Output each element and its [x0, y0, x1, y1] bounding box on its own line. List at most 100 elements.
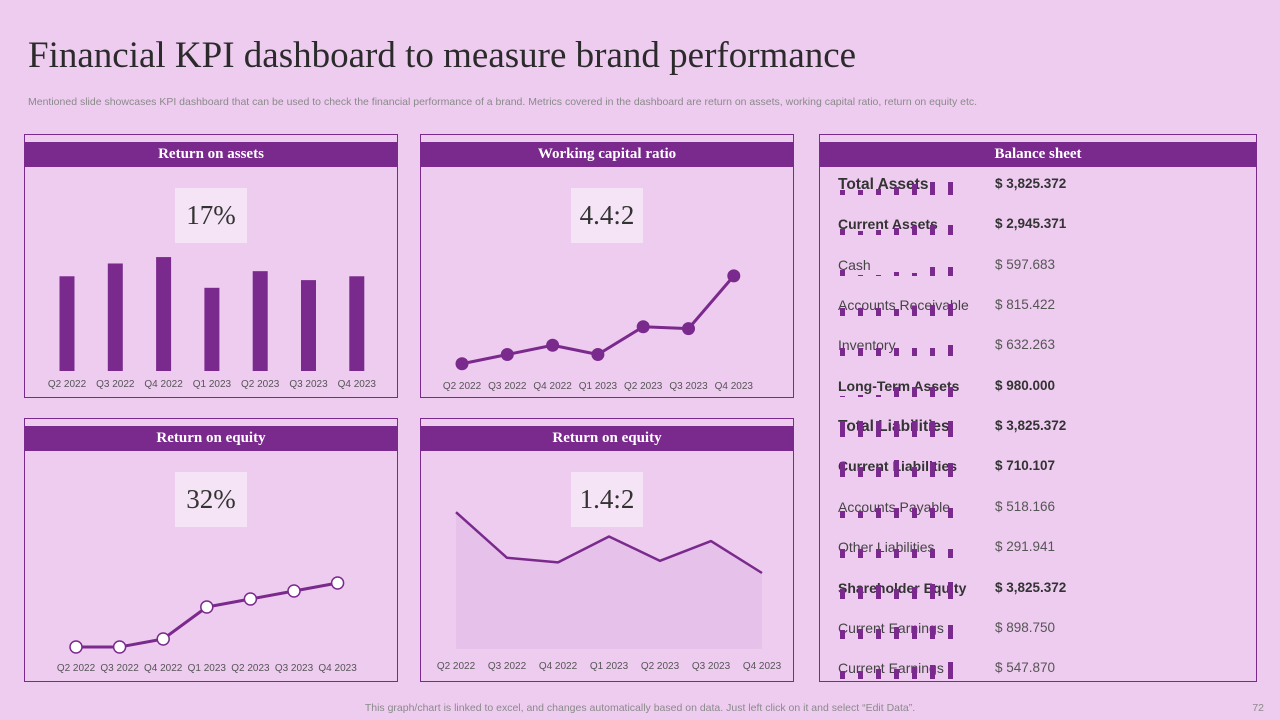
roa-bar-chart[interactable]: Q2 2022 Q3 2022 Q4 2022 Q1 2023 Q2 2023 Q3 20… — [25, 135, 397, 397]
balance-sheet-value: $ 518.166 — [995, 498, 1056, 514]
roe1-point-5[interactable] — [287, 584, 301, 598]
roa-bar-3[interactable] — [204, 287, 220, 371]
sparkbar-2 — [876, 467, 881, 478]
sparkbar-1 — [858, 671, 863, 680]
sparkbar-0 — [840, 395, 845, 397]
roe1-tick-5: Q3 2023 — [275, 663, 314, 674]
wcr-point-4[interactable] — [636, 320, 650, 334]
sparkbar-5 — [930, 462, 935, 478]
balance-sheet-row: Total Liabilities $ 3,825.372 — [838, 418, 1256, 438]
sparkbar-6 — [948, 421, 953, 438]
roe2-panel[interactable]: Return on equity 1.4:2 Q2 2022 Q3 2022 Q4 … — [420, 418, 794, 682]
roe2-tick-5: Q3 2023 — [692, 661, 731, 672]
roa-bar-6[interactable] — [349, 276, 365, 371]
roe2-kpi-value: 1.4:2 — [571, 472, 643, 527]
sparkbar-3 — [894, 421, 899, 438]
sparkbar-4 — [912, 586, 917, 599]
roa-tick-2: Q4 2022 — [144, 379, 183, 390]
balance-sheet-label: Current Earnings — [838, 660, 944, 677]
sparkbar-2 — [876, 669, 881, 680]
wcr-point-3[interactable] — [591, 348, 605, 361]
balance-sheet-header: Balance sheet — [820, 142, 1256, 167]
wcr-panel[interactable]: Working capital ratio 4.4:2 Q2 2022 Q3 20… — [420, 134, 794, 398]
roe1-panel[interactable]: Return on equity 32% Q2 2022 Q3 2022 Q4 20… — [24, 418, 398, 682]
sparkbar-2 — [876, 274, 881, 276]
roa-bar-2[interactable] — [156, 257, 172, 371]
roe1-point-4[interactable] — [243, 592, 258, 606]
sparkbar-5 — [930, 386, 935, 397]
wcr-point-6[interactable] — [727, 269, 741, 283]
wcr-tick-2: Q4 2022 — [533, 381, 572, 392]
wcr-point-2[interactable] — [546, 338, 560, 352]
roe1-point-6[interactable] — [330, 576, 345, 590]
roa-tick-1: Q3 2022 — [96, 379, 135, 390]
sparkbar-1 — [858, 467, 863, 478]
balance-sheet-sparkbars — [840, 581, 953, 599]
roe1-point-2[interactable] — [156, 632, 170, 646]
sparkbar-4 — [912, 549, 917, 559]
sparkbar-5 — [930, 549, 935, 559]
sparkbar-0 — [840, 190, 845, 195]
balance-sheet-row: Total Assets $ 3,825.372 — [838, 176, 1256, 196]
sparkbar-5 — [930, 421, 935, 438]
sparkbar-4 — [912, 348, 917, 357]
sparkbar-6 — [948, 386, 953, 397]
wcr-point-0[interactable] — [455, 357, 469, 371]
roa-bar-1[interactable] — [107, 263, 123, 371]
roa-bar-5[interactable] — [301, 280, 316, 371]
balance-sheet-sparkbars — [840, 386, 953, 397]
roa-bar-0[interactable] — [59, 276, 75, 371]
balance-sheet-label: Cash — [838, 256, 871, 273]
wcr-tick-3: Q1 2023 — [579, 381, 618, 392]
balance-sheet-label: Current Earnings — [838, 619, 944, 636]
balance-sheet-value: $ 3,825.372 — [995, 579, 1067, 595]
balance-sheet-row: Current Liabilities $ 710.107 — [838, 458, 1256, 478]
roa-tick-0: Q2 2022 — [48, 379, 87, 390]
wcr-line-chart[interactable]: Q2 2022 Q3 2022 Q4 2022 Q1 2023 Q2 2023 Q3 20… — [421, 135, 793, 397]
sparkbar-6 — [948, 266, 953, 276]
roa-panel[interactable]: Return on assets 17% Q2 2022 Q3 2022 Q4 20… — [24, 134, 398, 398]
sparkbar-0 — [840, 269, 845, 276]
roe1-point-0[interactable] — [69, 640, 83, 654]
roa-bar-4[interactable] — [252, 271, 268, 371]
roa-tick-5: Q3 2023 — [289, 379, 328, 390]
balance-sheet-label: Long-Term Assets — [838, 377, 960, 394]
roe2-area-chart[interactable]: Q2 2022 Q3 2022 Q4 2022 Q1 2023 Q2 2023 Q3 20… — [421, 419, 793, 681]
balance-sheet-value: $ 815.422 — [995, 297, 1056, 313]
wcr-point-5[interactable] — [682, 322, 695, 336]
roe1-point-1[interactable] — [112, 640, 127, 654]
sparkbar-6 — [948, 662, 953, 680]
roe2-header: Return on equity — [421, 426, 793, 451]
sparkbar-4 — [912, 306, 917, 317]
sparkbar-3 — [894, 187, 899, 195]
balance-sheet-value: $ 710.107 — [995, 458, 1056, 474]
balance-sheet-row: Other Liabilities $ 291.941 — [838, 539, 1256, 559]
sparkbar-0 — [840, 462, 845, 478]
roe2-tick-6: Q4 2023 — [743, 661, 782, 672]
sparkbar-4 — [912, 467, 917, 478]
roe1-point-3[interactable] — [200, 600, 214, 614]
sparkbar-5 — [930, 625, 935, 639]
balance-sheet-value: $ 898.750 — [995, 619, 1056, 635]
sparkbar-4 — [912, 667, 917, 680]
wcr-point-1[interactable] — [500, 348, 514, 361]
roe2-tick-3: Q1 2023 — [590, 661, 629, 672]
sparkbar-2 — [876, 507, 881, 518]
sparkbar-0 — [840, 308, 845, 317]
sparkbar-0 — [840, 549, 845, 559]
roe2-tick-0: Q2 2022 — [437, 661, 476, 672]
sparkbar-1 — [858, 549, 863, 559]
roe1-line-chart[interactable]: Q2 2022 Q3 2022 Q4 2022 Q1 2023 Q2 2023 Q3 20… — [25, 419, 397, 681]
roe2-tick-1: Q3 2022 — [488, 661, 527, 672]
sparkbar-3 — [894, 386, 899, 397]
balance-sheet-value: $ 3,825.372 — [995, 418, 1067, 434]
balance-sheet-row: Long-Term Assets $ 980.000 — [838, 378, 1256, 398]
sparkbar-5 — [930, 266, 935, 276]
roa-kpi-value: 17% — [175, 188, 247, 243]
sparkbar-6 — [948, 507, 953, 518]
balance-sheet-row: Current Earnings $ 547.870 — [838, 660, 1256, 680]
roe1-kpi-value: 32% — [175, 472, 247, 527]
sparkbar-4 — [912, 272, 917, 276]
roe2-series-line — [455, 511, 763, 575]
sparkbar-5 — [930, 305, 935, 317]
